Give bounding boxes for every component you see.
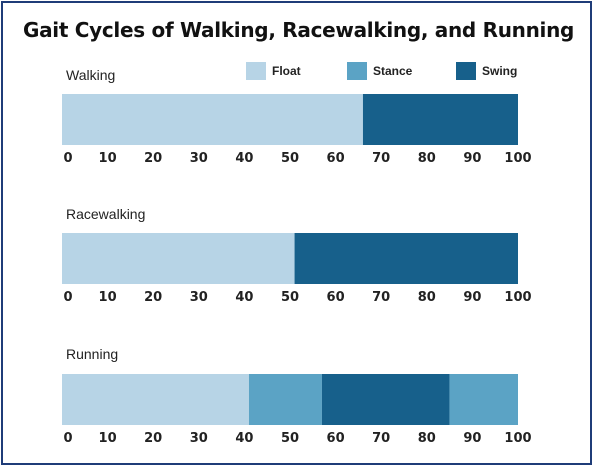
legend-label-stance: Stance	[373, 64, 413, 78]
legend-item-swing: Swing	[456, 62, 517, 80]
legend-item-stance: Stance	[347, 62, 412, 80]
x-tick-label-running-70: 70	[372, 431, 390, 446]
x-tick-label-racewalking-40: 40	[235, 290, 253, 305]
x-tick-label-running-50: 50	[281, 431, 299, 446]
x-tick-label-walking-50: 50	[281, 151, 299, 166]
x-tick-label-walking-90: 90	[463, 151, 481, 166]
bar-segment-running-float-0	[62, 374, 249, 425]
legend-swatch-swing	[456, 62, 476, 80]
legend-swatch-float	[246, 62, 266, 80]
x-tick-label-racewalking-100: 100	[504, 290, 531, 305]
x-tick-label-running-0: 0	[63, 431, 72, 446]
bar-segment-racewalking-swing-1	[294, 233, 518, 284]
bar-segment-running-stance-3	[449, 374, 518, 425]
x-tick-label-running-20: 20	[144, 431, 162, 446]
x-tick-label-walking-80: 80	[418, 151, 436, 166]
bar-segment-running-swing-2	[321, 374, 450, 425]
panel-label-racewalking: Racewalking	[66, 206, 146, 222]
x-tick-label-racewalking-70: 70	[372, 290, 390, 305]
x-tick-label-racewalking-80: 80	[418, 290, 436, 305]
legend-label-float: Float	[272, 64, 301, 78]
x-tick-label-walking-60: 60	[327, 151, 345, 166]
bar-segment-walking-swing-1	[362, 94, 518, 145]
legend-swatch-stance	[347, 62, 367, 80]
legend-item-float: Float	[246, 62, 301, 80]
panel-label-walking: Walking	[66, 67, 116, 83]
x-tick-label-racewalking-50: 50	[281, 290, 299, 305]
x-tick-label-running-60: 60	[327, 431, 345, 446]
x-tick-label-racewalking-30: 30	[190, 290, 208, 305]
x-tick-label-racewalking-60: 60	[327, 290, 345, 305]
x-tick-label-walking-70: 70	[372, 151, 390, 166]
x-tick-label-running-100: 100	[504, 431, 531, 446]
x-tick-label-racewalking-10: 10	[99, 290, 117, 305]
x-tick-label-running-80: 80	[418, 431, 436, 446]
x-tick-label-walking-40: 40	[235, 151, 253, 166]
x-tick-label-walking-0: 0	[63, 151, 72, 166]
bar-segment-running-stance-1	[248, 374, 322, 425]
x-tick-label-racewalking-20: 20	[144, 290, 162, 305]
x-tick-label-racewalking-0: 0	[63, 290, 72, 305]
bar-segment-racewalking-float-0	[62, 233, 295, 284]
x-tick-label-racewalking-90: 90	[463, 290, 481, 305]
x-tick-label-running-10: 10	[99, 431, 117, 446]
panel-label-running: Running	[66, 346, 119, 362]
bar-segment-walking-float-0	[62, 94, 363, 145]
x-tick-label-walking-30: 30	[190, 151, 208, 166]
chart-title: Gait Cycles of Walking, Racewalking, and…	[22, 18, 575, 42]
x-tick-label-walking-100: 100	[504, 151, 531, 166]
x-tick-label-running-90: 90	[463, 431, 481, 446]
legend: Float Stance Swing	[0, 62, 597, 80]
x-tick-label-walking-10: 10	[99, 151, 117, 166]
x-tick-label-running-30: 30	[190, 431, 208, 446]
x-tick-label-walking-20: 20	[144, 151, 162, 166]
legend-label-swing: Swing	[482, 64, 518, 78]
x-tick-label-running-40: 40	[235, 431, 253, 446]
